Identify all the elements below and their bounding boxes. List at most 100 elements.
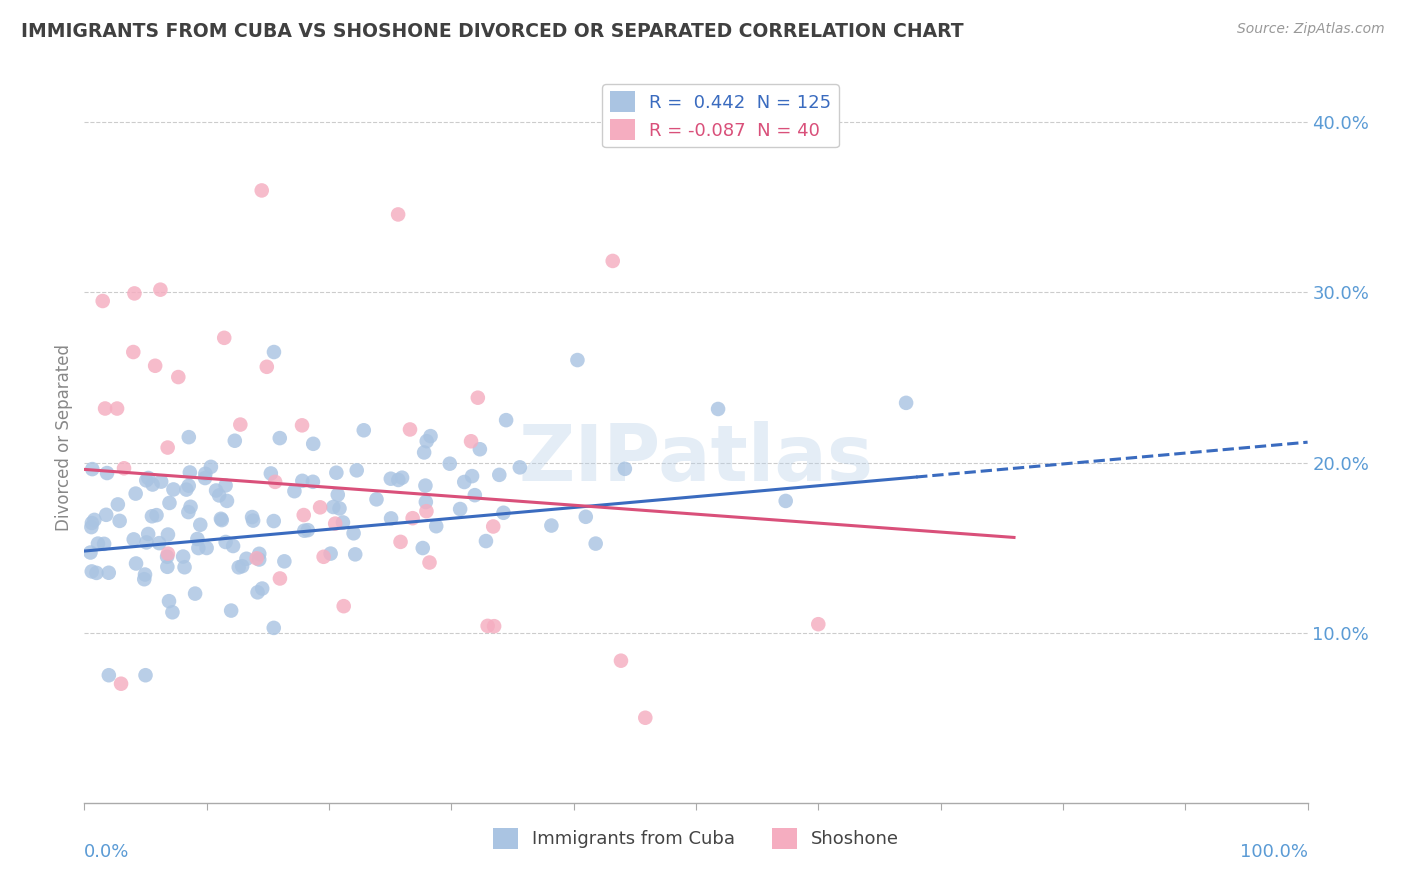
- Point: [211, 513, 233, 527]
- Point: [425, 519, 447, 533]
- Point: [148, 536, 170, 550]
- Point: [477, 619, 499, 633]
- Point: [93, 537, 115, 551]
- Point: [179, 466, 201, 480]
- Point: [214, 535, 236, 549]
- Point: [328, 501, 350, 516]
- Point: [229, 417, 252, 432]
- Point: [96, 508, 118, 522]
- Text: ZIPatlas: ZIPatlas: [519, 421, 873, 497]
- Point: [96, 466, 118, 480]
- Point: [775, 494, 797, 508]
- Point: [332, 516, 354, 530]
- Point: [613, 462, 636, 476]
- Point: [415, 495, 437, 509]
- Point: [156, 549, 179, 564]
- Point: [177, 479, 200, 493]
- Point: [97, 566, 120, 580]
- Point: [807, 617, 830, 632]
- Point: [136, 471, 159, 485]
- Point: [353, 423, 375, 437]
- Point: [418, 556, 440, 570]
- Point: [231, 559, 253, 574]
- Point: [195, 541, 218, 555]
- Point: [135, 535, 157, 549]
- Point: [380, 472, 402, 486]
- Point: [156, 441, 179, 455]
- Point: [419, 429, 441, 443]
- Point: [141, 509, 163, 524]
- Point: [87, 536, 110, 550]
- Point: [222, 539, 245, 553]
- Point: [250, 183, 273, 197]
- Point: [247, 552, 270, 566]
- Point: [240, 510, 263, 524]
- Point: [246, 585, 269, 599]
- Point: [187, 541, 209, 555]
- Text: 0.0%: 0.0%: [84, 843, 129, 861]
- Point: [180, 500, 202, 514]
- Point: [219, 604, 242, 618]
- Point: [200, 459, 222, 474]
- Point: [297, 523, 319, 537]
- Text: Source: ZipAtlas.com: Source: ZipAtlas.com: [1237, 22, 1385, 37]
- Point: [387, 207, 409, 221]
- Point: [91, 293, 114, 308]
- Point: [610, 654, 633, 668]
- Point: [509, 460, 531, 475]
- Point: [86, 566, 108, 580]
- Text: 100.0%: 100.0%: [1240, 843, 1308, 861]
- Point: [80, 565, 103, 579]
- Legend: Immigrants from Cuba, Shoshone: Immigrants from Cuba, Shoshone: [485, 821, 907, 856]
- Point: [97, 668, 120, 682]
- Point: [389, 534, 412, 549]
- Point: [108, 514, 131, 528]
- Point: [269, 431, 291, 445]
- Point: [112, 461, 135, 475]
- Point: [173, 560, 195, 574]
- Point: [415, 478, 437, 492]
- Point: [177, 430, 200, 444]
- Point: [194, 471, 217, 485]
- Point: [214, 478, 236, 492]
- Point: [634, 711, 657, 725]
- Point: [482, 619, 505, 633]
- Point: [256, 359, 278, 374]
- Point: [110, 677, 132, 691]
- Point: [83, 513, 105, 527]
- Point: [135, 668, 157, 682]
- Point: [322, 500, 344, 514]
- Point: [142, 477, 165, 491]
- Point: [342, 526, 364, 541]
- Point: [399, 422, 422, 436]
- Point: [205, 483, 228, 498]
- Point: [292, 524, 315, 538]
- Point: [366, 492, 388, 507]
- Point: [707, 401, 730, 416]
- Point: [125, 557, 148, 571]
- Point: [273, 554, 295, 568]
- Point: [468, 442, 491, 457]
- Point: [156, 547, 179, 561]
- Point: [134, 567, 156, 582]
- Point: [235, 551, 257, 566]
- Point: [482, 519, 505, 533]
- Point: [224, 434, 246, 448]
- Point: [346, 463, 368, 477]
- Point: [415, 504, 437, 518]
- Point: [319, 547, 342, 561]
- Point: [167, 370, 190, 384]
- Point: [107, 497, 129, 511]
- Point: [263, 621, 285, 635]
- Point: [449, 502, 471, 516]
- Point: [176, 483, 198, 497]
- Point: [177, 505, 200, 519]
- Point: [453, 475, 475, 489]
- Point: [79, 545, 101, 559]
- Point: [387, 473, 409, 487]
- Point: [156, 527, 179, 541]
- Point: [122, 533, 145, 547]
- Point: [156, 559, 179, 574]
- Point: [585, 536, 607, 550]
- Point: [264, 475, 287, 489]
